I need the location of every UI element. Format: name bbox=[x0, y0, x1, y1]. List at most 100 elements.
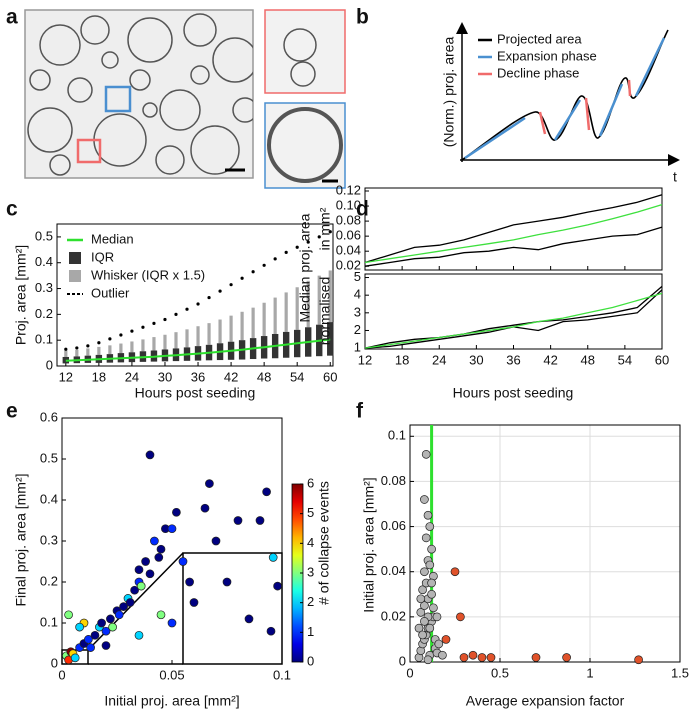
scatter-point bbox=[531, 653, 541, 662]
y-tick-label: 0.08 bbox=[381, 473, 406, 488]
outlier bbox=[108, 337, 112, 341]
whisker bbox=[97, 346, 101, 355]
scatter-point bbox=[450, 567, 460, 577]
scatter-point bbox=[189, 598, 199, 607]
x-tick-label: 1 bbox=[586, 665, 593, 680]
y-tick-label: 0 bbox=[399, 653, 406, 668]
whisker bbox=[185, 329, 189, 348]
y-tick-label: 0.08 bbox=[336, 213, 361, 228]
expansion-segment bbox=[464, 116, 526, 160]
iqr-box bbox=[327, 322, 334, 356]
x-axis-label: Hours post seeding bbox=[135, 385, 256, 401]
y-tick-label: 0.02 bbox=[381, 608, 406, 623]
scatter-point bbox=[101, 641, 111, 650]
scatter-point bbox=[423, 655, 433, 665]
scatter-point bbox=[420, 495, 429, 504]
x-tick-label: 18 bbox=[92, 369, 106, 384]
micrograph bbox=[24, 9, 346, 189]
legend-label: Expansion phase bbox=[497, 48, 597, 63]
scatter-point bbox=[167, 618, 177, 628]
x-tick-label: 0 bbox=[406, 665, 413, 680]
y-tick-label: 0.1 bbox=[40, 614, 58, 629]
scatter-point bbox=[150, 536, 159, 546]
scatter-point bbox=[125, 598, 135, 607]
y-tick-label: 0.1 bbox=[35, 332, 53, 347]
y-axis-label: Proj. area [mm²] bbox=[13, 245, 29, 345]
decline-segment bbox=[538, 111, 547, 135]
x-tick-label: 12 bbox=[358, 352, 372, 367]
expansion-segment bbox=[634, 37, 666, 97]
legend-swatch bbox=[69, 252, 81, 264]
expansion-segment bbox=[553, 99, 582, 141]
scatter-point bbox=[434, 639, 444, 649]
scatter-point bbox=[136, 581, 146, 591]
y-tick-label: 0.12 bbox=[336, 182, 361, 197]
y-axis-label: (Norm.) proj. area bbox=[441, 37, 457, 148]
outlier bbox=[119, 333, 123, 337]
outlier bbox=[284, 250, 288, 254]
outlier bbox=[251, 270, 255, 274]
y-tick-label: 0.06 bbox=[381, 518, 406, 533]
legend-label: Projected area bbox=[497, 31, 582, 46]
scatter-point bbox=[416, 607, 426, 617]
scatter-point bbox=[468, 650, 478, 660]
scatter-point bbox=[427, 544, 436, 554]
y-tick-label: 0.3 bbox=[40, 532, 58, 547]
whisker bbox=[317, 275, 321, 325]
whisker bbox=[174, 332, 178, 349]
whisker bbox=[273, 297, 277, 334]
scatter-point bbox=[145, 450, 155, 460]
y-tick-label: 4 bbox=[354, 287, 361, 302]
whisker bbox=[119, 343, 123, 354]
colorbar-tick-label: 1 bbox=[307, 624, 314, 639]
colorbar-tick-label: 0 bbox=[307, 653, 314, 668]
scatter-point bbox=[97, 618, 106, 628]
scatter-point bbox=[106, 614, 115, 624]
legend-label: Whisker (IQR x 1.5) bbox=[91, 267, 205, 282]
scatter-point bbox=[421, 533, 431, 543]
y-tick-label: 0.5 bbox=[35, 228, 53, 243]
scatter-point bbox=[200, 503, 210, 513]
x-tick-label: 48 bbox=[257, 369, 271, 384]
colorbar-tick-label: 4 bbox=[307, 535, 314, 550]
scatter-point bbox=[101, 626, 111, 636]
x-tick-label: 30 bbox=[469, 352, 483, 367]
scatter-point bbox=[427, 589, 436, 599]
outlier bbox=[64, 347, 68, 351]
projected-area-curve bbox=[461, 29, 669, 161]
x-tick-label: 0.1 bbox=[273, 667, 291, 682]
x-tick-label: 0.05 bbox=[159, 667, 184, 682]
outlier bbox=[262, 263, 266, 267]
scatter-point bbox=[119, 602, 128, 611]
scatter-point bbox=[244, 614, 254, 624]
scatter-point bbox=[425, 623, 435, 633]
scatter-point bbox=[222, 577, 232, 587]
panel-letter: a bbox=[6, 6, 18, 29]
scatter-point bbox=[427, 578, 436, 588]
scatter-point bbox=[477, 653, 487, 662]
colorbar-tick-label: 3 bbox=[307, 564, 314, 579]
x-tick-label: 42 bbox=[224, 369, 238, 384]
decline-segment bbox=[584, 97, 591, 131]
panel-letter: d bbox=[356, 198, 369, 221]
scatter-point bbox=[425, 522, 435, 531]
scatter-point bbox=[420, 617, 429, 626]
x-tick-label: 48 bbox=[581, 352, 595, 367]
scatter-point bbox=[130, 585, 139, 595]
scatter-point bbox=[141, 557, 150, 566]
expansion-segment bbox=[598, 83, 624, 137]
whisker bbox=[306, 280, 310, 328]
scatter-point bbox=[421, 449, 431, 459]
scatter-point bbox=[266, 626, 276, 636]
scatter-point bbox=[562, 653, 571, 662]
y-tick-label: 0 bbox=[51, 655, 58, 670]
scatter-point bbox=[429, 603, 438, 613]
x-axis-label: Average expansion factor bbox=[466, 693, 625, 709]
y-tick-label: 0.3 bbox=[35, 280, 53, 295]
scatter-point bbox=[134, 565, 144, 575]
outlier bbox=[185, 307, 189, 311]
outlier bbox=[273, 257, 277, 261]
scatter-point bbox=[108, 622, 117, 632]
scatter-point bbox=[273, 581, 282, 591]
x-tick-label: 60 bbox=[655, 352, 669, 367]
